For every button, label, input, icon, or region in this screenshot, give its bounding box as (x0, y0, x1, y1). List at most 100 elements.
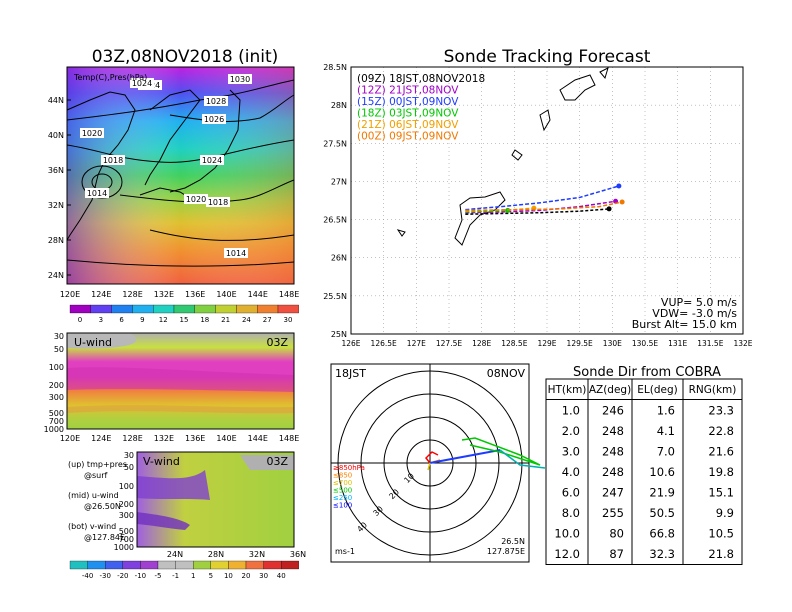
isobar-label-bg (130, 78, 154, 88)
vwind-time: 03Z (266, 455, 288, 468)
table-cell: 10.5 (708, 527, 734, 541)
temp-colorbar-swatch (111, 304, 133, 314)
map-lat-label: 44N (48, 96, 64, 105)
isobar-label: 1020 (186, 195, 206, 204)
table-cell: 23.3 (708, 404, 734, 418)
table-cell: 248 (602, 445, 624, 459)
uwind-time: 03Z (266, 336, 288, 349)
panel-notes: (up) tmp+pres @surf (mid) u-wind @26.50N… (68, 460, 127, 542)
wind-colorbar-swatch (140, 560, 159, 570)
wind-colorbar-swatch (175, 560, 194, 570)
isobar-label-bg (200, 155, 224, 165)
wind-colorbar-swatch (122, 560, 141, 570)
map-lon-label: 128E (122, 290, 142, 299)
table-cell: 6.0 (562, 486, 580, 500)
table-cell: 255 (602, 506, 624, 520)
table-cell: 80 (609, 527, 624, 541)
vwind-plot (137, 452, 294, 547)
table-cell: 10.0 (554, 527, 580, 541)
tracking-lon-label: 129.5E (567, 339, 593, 348)
temp-colorbar-swatch (132, 304, 154, 314)
note-line6: @127.84E (84, 533, 125, 542)
track-line (465, 185, 620, 211)
vwind-y-label: 100 (119, 482, 134, 491)
table-cell: 3.0 (562, 445, 580, 459)
isobar-label: 1024 (132, 79, 152, 88)
wind-colorbar-swatch (69, 560, 88, 570)
table-header: RNG(km) (689, 384, 737, 396)
map-lon-label: 132E (154, 290, 174, 299)
temp-colorbar-swatch (153, 304, 175, 314)
track-line (465, 201, 623, 212)
hodo-level-label: ≤100 (333, 502, 352, 510)
table-cell: 246 (602, 404, 624, 418)
table-cell: 247 (602, 486, 624, 500)
isobar-label-bg (224, 248, 248, 258)
uwind-y-label: 100 (49, 363, 64, 372)
table-cell: 9.9 (716, 506, 734, 520)
map-lon-label: 136E (185, 290, 205, 299)
uwind-plot (66, 333, 295, 429)
uwind-x-label: 144E (248, 434, 268, 443)
uwind-x-label: 136E (185, 434, 205, 443)
temp-colorbar-label: 6 (119, 316, 124, 324)
uwind-x-labels: 120E 124E 128E 132E 136E 140E 144E 148E (60, 434, 299, 443)
table-cell: 10.6 (649, 465, 675, 479)
wind-colorbar-label: 5 (209, 572, 213, 580)
wind-colorbar-label: 30 (259, 572, 268, 580)
tracking-plot (351, 67, 743, 334)
isobar-label-bg (228, 74, 252, 84)
temp-colorbar-label: 30 (284, 316, 293, 324)
temp-colorbar-label: 12 (159, 316, 168, 324)
wind-colorbar-label: 10 (224, 572, 233, 580)
vwind-x-label: 28N (208, 550, 224, 559)
map-lat-labels: 44N 40N 36N 32N 28N 24N (48, 96, 71, 280)
temp-colorbar-swatch (194, 304, 216, 314)
map-frame (66, 66, 295, 285)
param-burst: Burst Alt= 15.0 km (632, 318, 737, 331)
vwind-y-label: 30 (124, 451, 134, 460)
table-cell: 87 (609, 547, 624, 561)
hodo-level-label: ≤850 (333, 472, 352, 480)
hodo-level-label: ≥850hPa (333, 464, 365, 472)
temp-colorbar-label: 27 (263, 316, 272, 324)
table-header: HT(km) (548, 384, 587, 396)
temp-colorbar-label: 3 (99, 316, 103, 324)
wind-colorbar-swatch (263, 560, 282, 570)
vwind-y-label: 1000 (114, 543, 134, 552)
tracking-lon-labels: 126E 126.5E 127E 127.5E 128E 128.5E 129E 129.5E… (341, 339, 752, 348)
temp-colorbar-label: 0 (78, 316, 82, 324)
temp-colorbar-swatch (236, 304, 258, 314)
temp-colorbar-label: 9 (140, 316, 144, 324)
note-line5: (bot) v-wind (68, 522, 116, 531)
table-cell: 50.5 (649, 506, 675, 520)
track-endpoint (619, 199, 625, 205)
map-lon-label: 148E (279, 290, 299, 299)
isobar-label: 1024 (202, 156, 222, 165)
note-line2: @surf (84, 471, 108, 480)
uwind-y-label: 200 (49, 381, 64, 390)
vwind-frame (136, 451, 295, 548)
isobar-label: 1026 (204, 115, 224, 124)
uwind-y-label: 700 (49, 417, 64, 426)
table-cell: 22.8 (708, 424, 734, 438)
map-lat-label: 32N (48, 201, 64, 210)
isobar-label: 1014 (87, 189, 107, 198)
map-lon-labels: 120E 124E 128E 132E 136E 140E 144E 148E (60, 290, 299, 299)
sonde-table: HT(km) AZ(deg) EL(deg) RNG(km) 1.0 246 1.6 23.3… (545, 378, 743, 565)
wind-colorbar-swatch (228, 560, 247, 570)
temp-colorbar-label: 15 (180, 316, 189, 324)
uwind-x-label: 128E (122, 434, 142, 443)
temperature-colorbar (69, 304, 299, 314)
isobar-label-bg (85, 188, 109, 198)
tracking-legend-entry: (18Z) 03JST,09NOV (357, 108, 459, 120)
tracking-lat-label: 26N (331, 254, 347, 263)
wind-colorbar-label: -10 (135, 572, 146, 580)
isobar-label-bg (206, 197, 230, 207)
vwind-y-label: 300 (119, 511, 134, 520)
map-lat-label: 28N (48, 236, 64, 245)
wind-colorbar-label: -1 (172, 572, 179, 580)
map-subtitle: Temp(C),Pres(hPa) (73, 73, 147, 82)
table-cell: 1.6 (657, 404, 675, 418)
